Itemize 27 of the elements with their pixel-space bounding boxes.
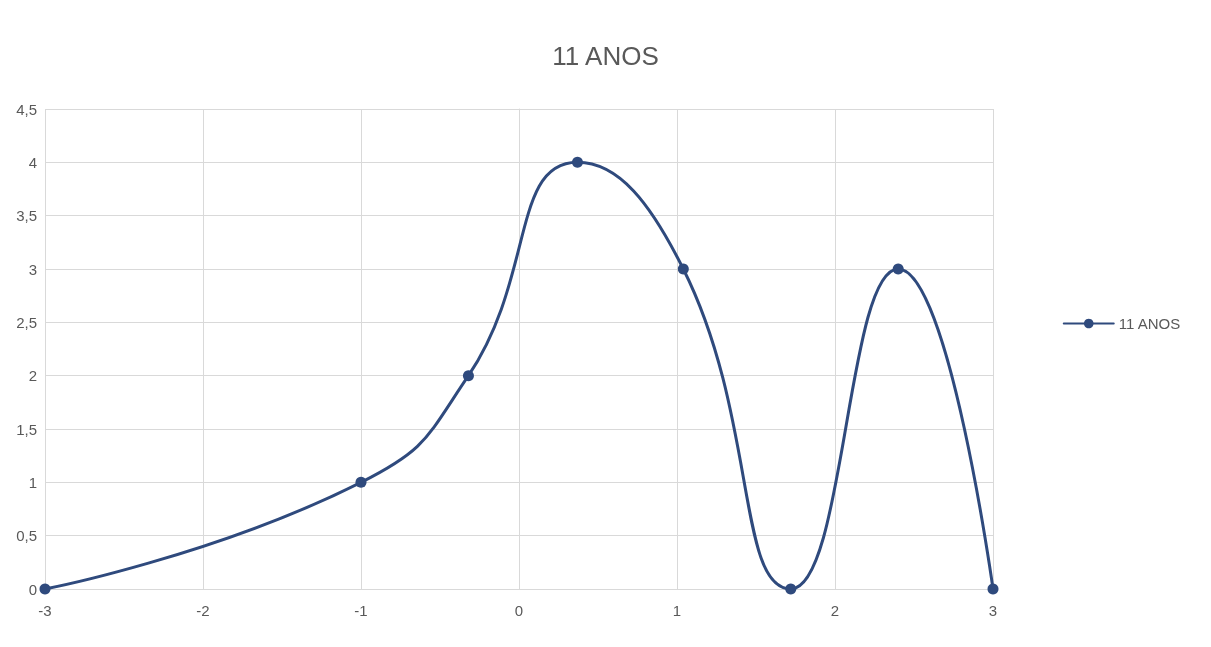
point (785, 583, 797, 595)
y-tick-label: 3 (28, 260, 37, 278)
y-tick-label: 4 (28, 153, 37, 171)
x-tick-label: -2 (196, 602, 210, 619)
point (462, 370, 474, 382)
y-tick-label: 2 (28, 367, 37, 385)
y-tick-label: 0,5 (16, 527, 37, 545)
x-tick-label: 3 (988, 602, 998, 619)
point (987, 583, 999, 595)
x-tick-label: -1 (354, 602, 368, 619)
point (571, 156, 583, 168)
point (39, 583, 51, 595)
point (892, 263, 904, 275)
x-tick-label: 2 (830, 602, 840, 619)
y-tick-label: 2,5 (16, 313, 37, 331)
y-tick-label: 3,5 (16, 207, 37, 225)
legend-label: 11 ANOS (1118, 315, 1181, 332)
point (677, 263, 689, 275)
y-tick-label: 4,5 (16, 100, 37, 118)
x-tick-label: -3 (38, 602, 52, 619)
x-tick-label: 0 (514, 602, 524, 619)
x-tick-label: 1 (672, 602, 682, 619)
chart-title: 11 ANOS (552, 41, 659, 71)
y-tick-label: 0 (28, 580, 37, 598)
y-tick-label: 1 (28, 473, 37, 491)
y-tick-label: 1,5 (16, 420, 37, 438)
point (355, 476, 367, 488)
